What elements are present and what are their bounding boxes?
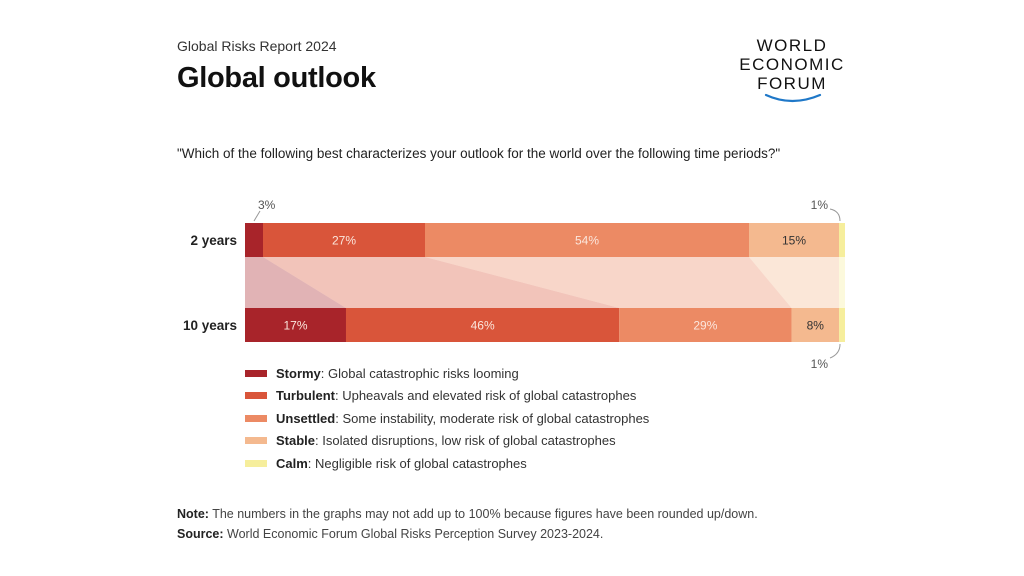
legend-desc: : Isolated disruptions, low risk of glob…: [315, 433, 616, 449]
logo-swoosh-icon: [764, 93, 822, 103]
logo-line-3: FORUM: [757, 74, 827, 93]
legend-swatch: [245, 437, 267, 445]
legend-item-unsettled: Unsettled : Some instability, moderate r…: [245, 407, 649, 430]
data-label: 17%: [283, 319, 307, 333]
data-label: 54%: [575, 234, 599, 248]
survey-question: "Which of the following best characteriz…: [177, 146, 781, 161]
data-label: 15%: [782, 234, 806, 248]
legend: Stormy : Global catastrophic risks loomi…: [245, 362, 649, 475]
wef-logo: WORLD ECONOMIC FORUM: [736, 36, 848, 112]
logo-line-2: ECONOMIC: [739, 55, 845, 74]
legend-name: Stable: [276, 433, 316, 449]
category-label: 2 years: [190, 233, 237, 248]
data-label: 1%: [811, 357, 829, 371]
bar-stable-1: [791, 308, 840, 342]
note-label: Note:: [177, 507, 209, 521]
page-title: Global outlook: [177, 62, 376, 94]
legend-item-turbulent: Turbulent : Upheavals and elevated risk …: [245, 385, 649, 408]
legend-name: Stormy: [276, 365, 321, 381]
legend-swatch: [245, 459, 267, 467]
data-label: 46%: [471, 319, 495, 333]
connector-band-calm: [839, 257, 845, 308]
legend-item-stormy: Stormy : Global catastrophic risks loomi…: [245, 362, 649, 385]
bar-stormy-0: [245, 223, 263, 257]
legend-desc: : Negligible risk of global catastrophes: [307, 455, 527, 471]
legend-desc: : Upheavals and elevated risk of global …: [334, 388, 637, 404]
leader-line: [829, 343, 841, 359]
bar-unsettled-1: [619, 308, 792, 342]
note-line: Note: The numbers in the graphs may not …: [177, 504, 758, 524]
legend-name: Calm: [276, 455, 308, 471]
source-line: Source: World Economic Forum Global Risk…: [177, 524, 758, 544]
bar-unsettled-0: [425, 223, 749, 257]
legend-name: Unsettled: [276, 410, 336, 426]
report-label: Global Risks Report 2024: [177, 38, 337, 54]
data-label: 27%: [332, 234, 356, 248]
connector-band-turbulent: [263, 257, 620, 308]
legend-desc: : Global catastrophic risks looming: [320, 365, 519, 381]
legend-item-calm: Calm : Negligible risk of global catastr…: [245, 452, 649, 475]
connector-band-stable: [749, 257, 840, 308]
leader-line: [253, 210, 261, 222]
category-label: 10 years: [183, 318, 237, 333]
bar-turbulent-1: [345, 308, 620, 342]
legend-swatch: [245, 414, 267, 422]
data-label: 8%: [807, 319, 825, 333]
legend-item-stable: Stable : Isolated disruptions, low risk …: [245, 430, 649, 453]
data-label: 29%: [693, 319, 717, 333]
bar-stormy-1: [245, 308, 346, 342]
bar-calm-0: [839, 223, 845, 257]
bar-stable-0: [749, 223, 839, 257]
legend-name: Turbulent: [276, 388, 335, 404]
data-label: 3%: [258, 198, 276, 212]
leader-line: [829, 208, 841, 222]
legend-desc: : Some instability, moderate risk of glo…: [335, 410, 650, 426]
connector-band-stormy: [245, 257, 346, 308]
source-text: World Economic Forum Global Risks Percep…: [223, 527, 604, 541]
bar-turbulent-0: [263, 223, 425, 257]
logo-line-1: WORLD: [756, 36, 828, 55]
bar-calm-1: [839, 308, 845, 342]
data-label: 1%: [811, 198, 829, 212]
source-label: Source:: [177, 527, 224, 541]
note-text: The numbers in the graphs may not add up…: [208, 507, 758, 521]
legend-swatch: [245, 369, 267, 377]
legend-swatch: [245, 392, 267, 400]
connector-band-unsettled: [425, 257, 792, 308]
footnote: Note: The numbers in the graphs may not …: [177, 504, 758, 544]
